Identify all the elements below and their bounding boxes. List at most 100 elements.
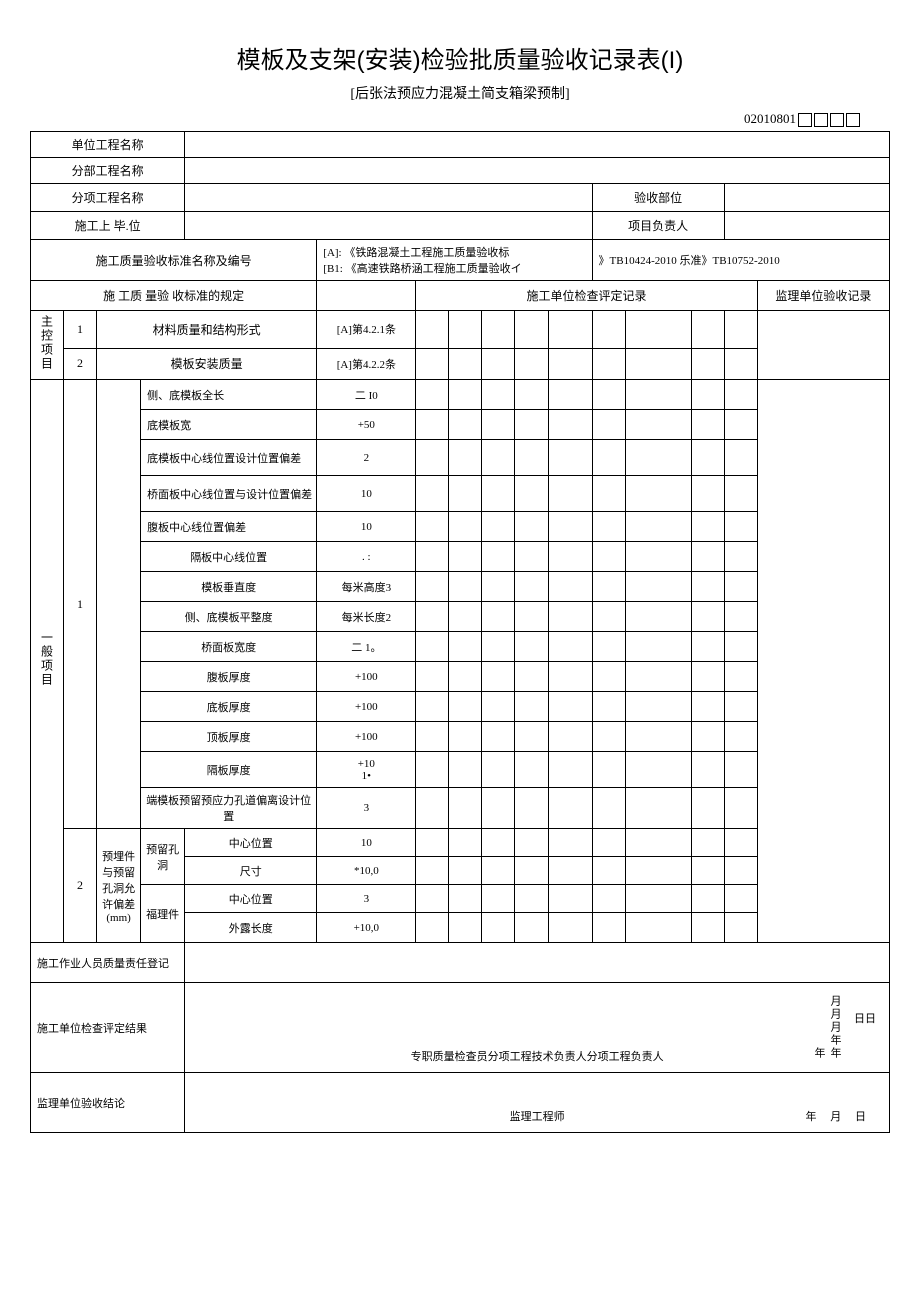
cell[interactable] (482, 348, 515, 379)
cell[interactable] (592, 542, 625, 572)
cell[interactable] (592, 788, 625, 829)
cell[interactable] (691, 913, 724, 943)
cell[interactable] (625, 410, 691, 440)
cell[interactable] (625, 348, 691, 379)
cell[interactable] (482, 885, 515, 913)
cell[interactable] (691, 722, 724, 752)
cell[interactable] (625, 602, 691, 632)
cell[interactable] (515, 752, 548, 788)
cell[interactable] (515, 829, 548, 857)
cell[interactable] (625, 788, 691, 829)
cell[interactable] (592, 602, 625, 632)
cell[interactable] (416, 348, 449, 379)
cell[interactable] (482, 692, 515, 722)
cell[interactable] (416, 913, 449, 943)
cell[interactable] (592, 311, 625, 349)
cell[interactable] (691, 602, 724, 632)
cell[interactable] (449, 410, 482, 440)
cell[interactable] (625, 692, 691, 722)
cell[interactable] (515, 692, 548, 722)
cell[interactable] (449, 752, 482, 788)
cell[interactable] (416, 788, 449, 829)
cell[interactable] (449, 662, 482, 692)
cell[interactable] (416, 476, 449, 512)
cell[interactable] (724, 722, 757, 752)
cell[interactable] (449, 380, 482, 410)
cell[interactable] (515, 788, 548, 829)
cell[interactable] (548, 788, 592, 829)
cell[interactable] (416, 662, 449, 692)
cell[interactable] (449, 348, 482, 379)
cell[interactable] (416, 440, 449, 476)
cell[interactable] (416, 885, 449, 913)
cell[interactable] (449, 788, 482, 829)
cell[interactable] (625, 829, 691, 857)
cell[interactable] (724, 440, 757, 476)
cell[interactable] (724, 512, 757, 542)
cell[interactable] (548, 829, 592, 857)
cell[interactable] (724, 602, 757, 632)
cell[interactable] (449, 913, 482, 943)
personnel-field[interactable] (185, 943, 890, 983)
cell[interactable] (724, 380, 757, 410)
cell[interactable] (449, 722, 482, 752)
cell[interactable] (548, 857, 592, 885)
cell[interactable] (416, 311, 449, 349)
cell[interactable] (416, 572, 449, 602)
cell[interactable] (449, 512, 482, 542)
cell[interactable] (482, 512, 515, 542)
cell[interactable] (482, 572, 515, 602)
cell[interactable] (416, 380, 449, 410)
cell[interactable] (625, 632, 691, 662)
cell[interactable] (482, 632, 515, 662)
cell[interactable] (625, 311, 691, 349)
field-construction-unit[interactable] (185, 212, 592, 240)
field-project-leader[interactable] (724, 212, 889, 240)
cell[interactable] (548, 692, 592, 722)
cell[interactable] (548, 722, 592, 752)
cell[interactable] (548, 752, 592, 788)
cell[interactable] (691, 788, 724, 829)
cell[interactable] (449, 476, 482, 512)
cell[interactable] (416, 542, 449, 572)
cell[interactable] (625, 857, 691, 885)
cell[interactable] (625, 542, 691, 572)
cell[interactable] (515, 602, 548, 632)
cell[interactable] (449, 572, 482, 602)
cell[interactable] (515, 476, 548, 512)
cell[interactable] (515, 380, 548, 410)
cell[interactable] (482, 440, 515, 476)
cell[interactable] (724, 542, 757, 572)
cell[interactable] (592, 885, 625, 913)
cell[interactable] (625, 476, 691, 512)
cell[interactable] (515, 512, 548, 542)
cell[interactable] (482, 311, 515, 349)
check-result-field[interactable]: 专职质量检查员分项工程技术负责人分项工程负责人 月月月年年年 日日 (185, 983, 890, 1073)
cell[interactable] (724, 857, 757, 885)
cell[interactable] (482, 380, 515, 410)
cell[interactable] (592, 440, 625, 476)
cell[interactable] (548, 542, 592, 572)
cell[interactable] (482, 542, 515, 572)
cell[interactable] (548, 476, 592, 512)
cell[interactable] (515, 311, 548, 349)
supervise-cell-2[interactable] (757, 380, 889, 943)
cell[interactable] (724, 632, 757, 662)
cell[interactable] (548, 602, 592, 632)
cell[interactable] (548, 380, 592, 410)
cell[interactable] (592, 692, 625, 722)
cell[interactable] (482, 829, 515, 857)
cell[interactable] (724, 662, 757, 692)
cell[interactable] (592, 572, 625, 602)
cell[interactable] (449, 692, 482, 722)
cell[interactable] (515, 885, 548, 913)
cell[interactable] (592, 662, 625, 692)
cell[interactable] (449, 632, 482, 662)
cell[interactable] (691, 752, 724, 788)
cell[interactable] (548, 572, 592, 602)
cell[interactable] (482, 722, 515, 752)
cell[interactable] (592, 913, 625, 943)
cell[interactable] (625, 380, 691, 410)
cell[interactable] (548, 632, 592, 662)
cell[interactable] (691, 692, 724, 722)
